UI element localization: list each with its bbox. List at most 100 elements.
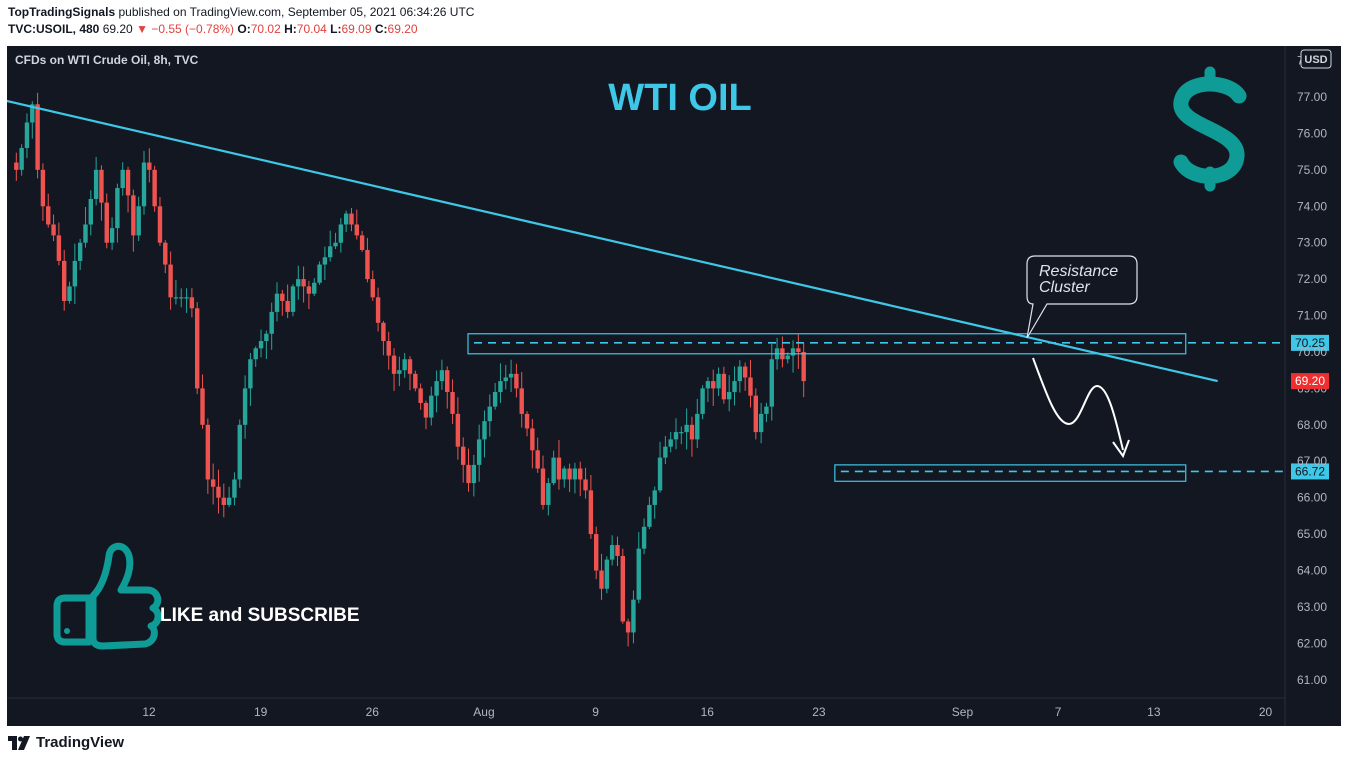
footer-brand[interactable]: TradingView — [8, 734, 124, 751]
candle-body — [30, 104, 35, 123]
publisher-name[interactable]: TopTradingSignals — [8, 5, 116, 19]
symbol-label[interactable]: TVC:USOIL, 480 — [8, 22, 100, 36]
candle-body — [125, 169, 131, 196]
candle-body — [157, 206, 163, 243]
y-tick-label: 76.00 — [1297, 126, 1327, 140]
candle-body — [370, 279, 375, 298]
candle-body — [530, 428, 535, 451]
candle-body — [51, 224, 56, 236]
candle-body — [801, 351, 806, 382]
currency-badge[interactable]: USD — [1300, 49, 1332, 69]
change-value: −0.55 (−0.78%) — [151, 22, 235, 36]
x-tick-label: 20 — [1259, 705, 1273, 719]
candle-body — [242, 388, 248, 425]
candle-body — [562, 468, 567, 480]
candle-body — [434, 381, 439, 396]
candle-body — [280, 293, 285, 301]
candle-body — [413, 373, 418, 389]
candle-body — [407, 359, 413, 374]
candle-body — [471, 464, 477, 484]
candle-body — [200, 388, 205, 425]
x-tick-label: 13 — [1147, 705, 1161, 719]
candle-body — [338, 224, 344, 243]
close-value: 69.20 — [387, 22, 418, 36]
candle-body — [99, 169, 104, 203]
callout-line-2: Cluster — [1039, 279, 1090, 296]
candle-body — [189, 297, 195, 309]
chart-background — [7, 46, 1341, 726]
candle-body — [258, 341, 264, 349]
candle-body — [519, 388, 524, 414]
open-value: 70.02 — [250, 22, 281, 36]
downtrend-line — [7, 99, 1218, 383]
x-tick-label: Aug — [473, 705, 494, 719]
last-price-label: 69.20 — [1295, 374, 1325, 388]
candle-body — [163, 242, 168, 265]
candle-body — [354, 224, 359, 236]
candle-body — [556, 457, 562, 480]
candle-body — [62, 260, 67, 301]
candle-body — [56, 235, 62, 261]
candle-body — [179, 297, 184, 299]
candle-body — [322, 257, 328, 265]
y-tick-label: 66.00 — [1297, 491, 1327, 505]
candle-body — [567, 468, 572, 480]
candle-body — [109, 228, 115, 243]
candle-body — [663, 446, 668, 458]
resistance-cluster-callout: Resistance Cluster — [1026, 255, 1138, 339]
candle-body — [312, 282, 317, 294]
y-tick-label: 72.00 — [1297, 272, 1327, 286]
candle-body — [386, 341, 391, 356]
candle-body — [716, 373, 721, 389]
candle-body — [83, 224, 88, 243]
candle-body — [657, 457, 663, 491]
candle-body — [77, 242, 83, 261]
candle-body — [615, 545, 620, 556]
candle-body — [594, 534, 599, 571]
x-tick-label: Sep — [952, 705, 974, 719]
candle-body — [328, 246, 333, 258]
candle-body — [285, 300, 290, 312]
candle-body — [636, 548, 641, 600]
candle-body — [620, 555, 625, 622]
candle-body — [168, 264, 173, 298]
candle-body — [296, 279, 301, 287]
x-tick-label: 26 — [366, 705, 380, 719]
y-tick-label: 77.00 — [1297, 90, 1327, 104]
promo-text: LIKE and SUBSCRIBE — [160, 605, 360, 626]
resistance-price-tag — [1291, 334, 1329, 351]
candle-body — [572, 468, 578, 480]
candle-body — [14, 162, 19, 170]
candle-body — [466, 464, 471, 484]
candle-body — [503, 377, 508, 382]
y-tick-label: 64.00 — [1297, 564, 1327, 578]
candle-body — [727, 392, 732, 400]
candle-body — [248, 359, 253, 389]
last-value: 69.20 — [102, 22, 133, 36]
candle-body — [429, 395, 434, 418]
candle-body — [67, 286, 72, 301]
x-tick-label: 9 — [592, 705, 599, 719]
candle-body — [88, 198, 93, 225]
candle-body — [625, 621, 631, 633]
x-tick-label: 19 — [254, 705, 268, 719]
candle-body — [359, 235, 365, 250]
candle-body — [131, 195, 136, 236]
y-tick-label: 75.00 — [1297, 163, 1327, 177]
y-tick-label: 62.00 — [1297, 636, 1327, 650]
candle-body — [147, 162, 152, 170]
y-tick-label: 71.00 — [1297, 309, 1327, 323]
candle-body — [785, 355, 790, 360]
candle-body — [136, 206, 141, 236]
low-label: L: — [330, 22, 342, 36]
candle-body — [535, 450, 540, 469]
candle-body — [306, 286, 312, 294]
candle-body — [450, 392, 455, 414]
resistance-price-label: 70.25 — [1295, 336, 1325, 350]
candle-body — [152, 169, 157, 207]
candle-body — [508, 373, 514, 378]
x-tick-label: 7 — [1055, 705, 1062, 719]
candle-body — [221, 497, 226, 505]
candle-body — [668, 439, 673, 447]
